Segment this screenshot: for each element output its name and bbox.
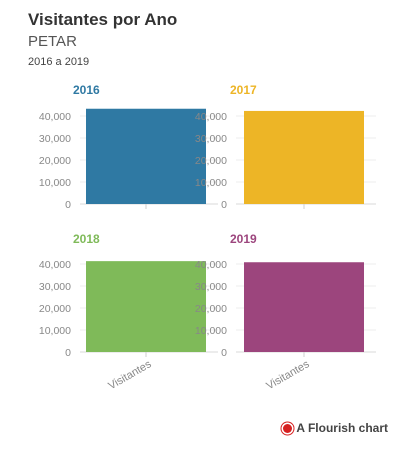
y-tick-label: 0: [221, 347, 227, 359]
y-tick-label: 10,000: [195, 325, 227, 337]
y-tick-label: 40,000: [195, 259, 227, 271]
y-tick-label: 0: [221, 199, 227, 211]
bar-2019: [244, 262, 364, 352]
x-category-label: Visitantes: [264, 358, 312, 392]
y-tick-label: 30,000: [195, 281, 227, 293]
flourish-attribution[interactable]: A Flourish chart: [283, 421, 388, 435]
bar-2017: [244, 110, 364, 204]
y-tick-label: 30,000: [39, 133, 71, 145]
y-tick-label: 30,000: [39, 281, 71, 293]
y-tick-label: 10,000: [39, 177, 71, 189]
panel-title-2017: 2017: [230, 83, 257, 97]
chart-title: Visitantes por Ano: [28, 10, 178, 29]
y-tick-label: 40,000: [39, 111, 71, 123]
y-tick-label: 20,000: [39, 155, 71, 167]
y-tick-label: 30,000: [195, 133, 227, 145]
flourish-logo-icon: [283, 423, 293, 433]
y-tick-label: 0: [65, 199, 71, 211]
bar-2016: [86, 108, 206, 204]
y-tick-label: 40,000: [39, 259, 71, 271]
y-tick-label: 20,000: [195, 155, 227, 167]
y-tick-label: 20,000: [195, 303, 227, 315]
x-category-label: Visitantes: [106, 358, 154, 392]
y-tick-label: 0: [65, 347, 71, 359]
chart-note: 2016 a 2019: [28, 56, 90, 68]
panel-title-2018: 2018: [73, 232, 100, 246]
y-tick-label: 20,000: [39, 303, 71, 315]
panel-title-2019: 2019: [230, 232, 257, 246]
y-tick-label: 10,000: [39, 325, 71, 337]
chart-subtitle: PETAR: [28, 33, 77, 50]
y-tick-label: 40,000: [195, 111, 227, 123]
bar-2018: [86, 261, 206, 352]
attribution-text: A Flourish chart: [296, 421, 388, 435]
panel-title-2016: 2016: [73, 83, 100, 97]
y-tick-label: 10,000: [195, 177, 227, 189]
